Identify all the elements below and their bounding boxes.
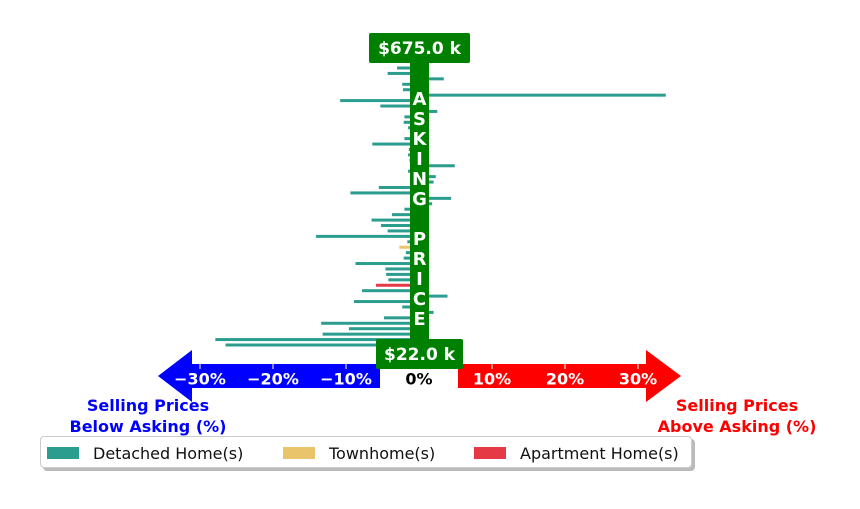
above-asking-label-line1: Selling Prices [675, 396, 799, 415]
bar-detached [340, 99, 419, 103]
price-bottom-label: $22.0 k [384, 345, 456, 365]
bar-detached [378, 185, 419, 189]
bar-detached [419, 93, 666, 97]
legend-item-apartment: Apartment Home(s) [474, 437, 679, 469]
above-asking-arrow [458, 350, 681, 402]
below-asking-label: Selling Prices Below Asking (%) [60, 395, 236, 437]
price-top-box [369, 33, 470, 63]
bar-detached [348, 327, 419, 331]
x-tick-label: 20% [546, 370, 584, 389]
below-asking-arrow [158, 350, 380, 402]
bar-detached [316, 234, 419, 238]
asking-price-letter: P [413, 229, 426, 250]
bar-detached [391, 213, 419, 217]
above-asking-label-line2: Above Asking (%) [657, 417, 817, 436]
bar-detached [321, 321, 419, 325]
asking-price-letter: I [416, 269, 423, 290]
bar-detached [371, 218, 419, 222]
above-asking-label: Selling Prices Above Asking (%) [645, 395, 829, 437]
x-tick-label: −20% [247, 370, 299, 389]
legend-label-townhome: Townhome(s) [329, 443, 436, 463]
legend-swatch-apartment [474, 447, 506, 459]
legend: Detached Home(s) Townhome(s) Apartment H… [40, 436, 692, 468]
x-tick-label: −30% [174, 370, 226, 389]
legend-item-detached: Detached Home(s) [47, 437, 243, 469]
legend-label-detached: Detached Home(s) [93, 443, 244, 463]
bar-apartment [375, 283, 419, 287]
x-axis-ticks: −30% −20% −10% 0% 10% 20% 30% [174, 364, 657, 389]
bar-detached [380, 104, 419, 108]
asking-price-band [410, 58, 429, 348]
asking-price-letter: G [412, 189, 427, 210]
bar-detached [355, 262, 419, 266]
bar-detached [419, 164, 455, 168]
bar-detached [419, 196, 452, 200]
bar-detached [383, 316, 419, 320]
bar-detached [225, 343, 419, 347]
bar-detached [381, 224, 419, 228]
bar-detached [386, 272, 419, 276]
legend-item-townhome: Townhome(s) [283, 437, 435, 469]
asking-price-letter: C [413, 289, 426, 310]
bar-detached [387, 229, 419, 233]
bar-detached [372, 142, 419, 146]
bar-townhome [399, 245, 419, 249]
bar-detached [397, 66, 419, 70]
asking-price-letter: S [413, 109, 426, 130]
bar-detached [385, 267, 419, 271]
price-top-label: $675.0 k [378, 39, 462, 59]
bar-detached [350, 191, 419, 195]
x-tick-label: 10% [473, 370, 511, 389]
bar-detached [419, 77, 444, 81]
asking-price-letter: R [413, 249, 427, 270]
x-tick-label: 0% [405, 370, 432, 389]
legend-label-apartment: Apartment Home(s) [520, 443, 679, 463]
below-asking-label-line1: Selling Prices [86, 396, 210, 415]
legend-swatch-townhome [283, 447, 315, 459]
x-tick-label: 30% [619, 370, 657, 389]
price-bottom-box [376, 339, 463, 369]
bar-detached [419, 294, 448, 298]
bars-layer [215, 66, 666, 347]
bar-detached [387, 71, 419, 75]
asking-price-letter: E [413, 309, 425, 330]
asking-price-letter: N [412, 169, 427, 190]
bar-detached [322, 332, 419, 336]
legend-swatch-detached [47, 447, 79, 459]
asking-price-letter: I [416, 149, 423, 170]
asking-price-letter: K [413, 129, 428, 150]
bar-detached [388, 278, 419, 282]
bar-detached [215, 338, 419, 342]
bar-detached [354, 300, 419, 304]
x-tick-label: −10% [320, 370, 372, 389]
below-asking-label-line2: Below Asking (%) [69, 417, 227, 436]
asking-price-letter: A [413, 89, 427, 110]
bar-detached [362, 289, 419, 293]
